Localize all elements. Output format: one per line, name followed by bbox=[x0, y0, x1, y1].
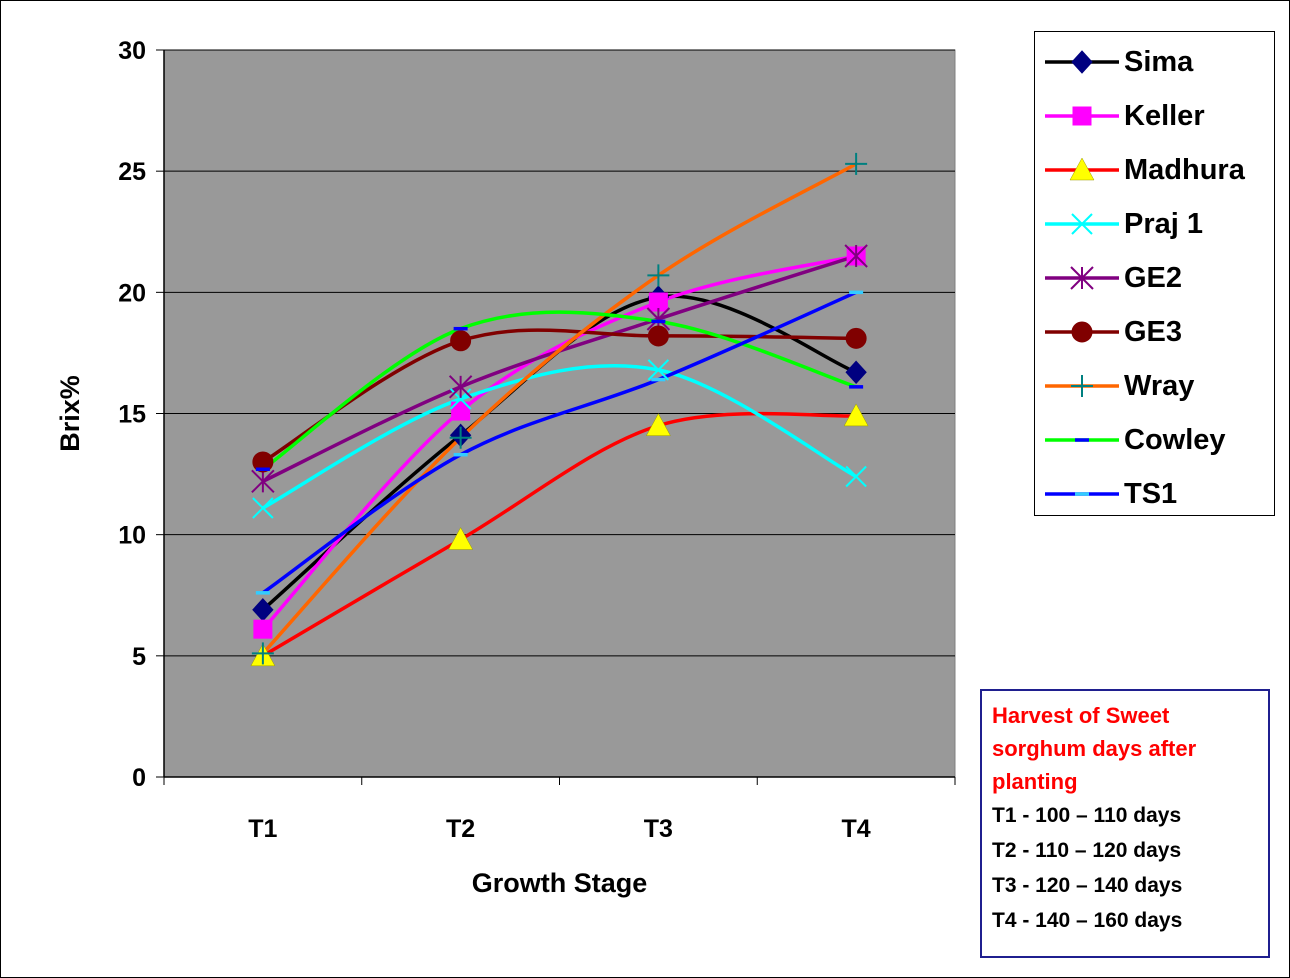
x-axis-title: Growth Stage bbox=[472, 868, 648, 898]
series-markers-ge3 bbox=[252, 325, 867, 473]
data-point-praj-1 bbox=[845, 465, 867, 488]
data-point-wray bbox=[251, 642, 274, 665]
legend-label: GE3 bbox=[1124, 316, 1183, 348]
legend-label: Praj 1 bbox=[1124, 208, 1203, 240]
legend-label: GE2 bbox=[1124, 262, 1183, 294]
data-point-ge3 bbox=[252, 451, 274, 473]
legend-marker bbox=[1071, 375, 1093, 397]
series-line-praj-1 bbox=[262, 363, 857, 510]
y-tick-label: 0 bbox=[132, 764, 146, 792]
data-point-wray bbox=[845, 152, 868, 175]
legend-marker bbox=[1072, 106, 1092, 126]
data-point-praj-1 bbox=[252, 497, 274, 519]
y-tick-label: 30 bbox=[118, 37, 146, 65]
legend-entry-cowley: Cowley bbox=[1035, 420, 1275, 460]
legend-marker bbox=[1071, 213, 1093, 235]
y-tick-label: 10 bbox=[118, 522, 146, 550]
series-markers-wray bbox=[251, 152, 868, 665]
x-tick-label: T3 bbox=[644, 815, 673, 843]
series-line-wray bbox=[261, 162, 857, 655]
legend-entry-wray: Wray bbox=[1035, 366, 1275, 406]
harvest-note-line-t1: T1 - 100 – 110 days bbox=[992, 804, 1182, 827]
series-markers-cowley bbox=[255, 319, 864, 471]
series-markers-ge2 bbox=[251, 244, 868, 494]
data-point-keller bbox=[253, 619, 273, 639]
legend-marker bbox=[1070, 266, 1094, 290]
y-tick-label: 5 bbox=[132, 643, 146, 671]
legend-entry-madhura: Madhura bbox=[1035, 150, 1275, 190]
legend-swatch-wray bbox=[1045, 375, 1119, 397]
harvest-note-title: Harvest of Sweet sorghum days after plan… bbox=[992, 703, 1197, 794]
x-tick-label: T4 bbox=[842, 815, 871, 843]
data-point-ge2 bbox=[448, 375, 473, 399]
data-point-keller bbox=[451, 401, 471, 421]
legend-swatch-sima bbox=[1045, 50, 1119, 74]
legend: Sima Keller Madhura Praj 1 GE2 GE3 Wray Cowley T… bbox=[1034, 31, 1275, 516]
legend-swatch-cowley bbox=[1045, 438, 1119, 442]
legend-label: Cowley bbox=[1124, 424, 1226, 456]
legend-swatch-praj-1 bbox=[1045, 213, 1119, 235]
x-tick-label: T1 bbox=[248, 815, 277, 843]
y-tick-label: 15 bbox=[118, 401, 146, 429]
legend-entry-ge2: GE2 bbox=[1035, 258, 1275, 298]
legend-swatch-madhura bbox=[1045, 157, 1119, 181]
legend-entry-keller: Keller bbox=[1035, 96, 1275, 136]
legend-marker bbox=[1069, 157, 1095, 181]
legend-entry-praj-1: Praj 1 bbox=[1035, 204, 1275, 244]
legend-label: Madhura bbox=[1124, 154, 1245, 186]
legend-swatch-ge2 bbox=[1045, 266, 1119, 290]
harvest-note-box: Harvest of Sweet sorghum days after plan… bbox=[980, 689, 1270, 958]
legend-label: Sima bbox=[1124, 46, 1194, 78]
data-point-madhura bbox=[448, 526, 474, 550]
data-point-sima bbox=[845, 360, 867, 385]
data-point-madhura bbox=[843, 403, 869, 427]
series-line-cowley bbox=[261, 310, 857, 471]
y-tick-label: 25 bbox=[118, 158, 146, 186]
data-point-ge3 bbox=[450, 330, 472, 352]
harvest-note-line-t4: T4 - 140 – 160 days bbox=[992, 909, 1183, 932]
legend-label: TS1 bbox=[1124, 478, 1178, 510]
data-point-ge2 bbox=[251, 469, 275, 494]
data-point-ge3 bbox=[647, 325, 669, 347]
series-line-ts1 bbox=[261, 290, 857, 595]
harvest-note-line-t3: T3 - 120 – 140 days bbox=[992, 874, 1183, 897]
legend-swatch-ts1 bbox=[1045, 492, 1119, 496]
x-tick-label: T2 bbox=[446, 815, 475, 843]
legend-swatch-keller bbox=[1045, 106, 1119, 126]
legend-swatch-ge3 bbox=[1045, 321, 1119, 343]
legend-entry-sima: Sima bbox=[1035, 42, 1275, 82]
legend-entry-ge3: GE3 bbox=[1035, 312, 1275, 352]
y-tick-label: 20 bbox=[118, 279, 146, 307]
series-line-madhura bbox=[261, 411, 857, 658]
data-point-madhura bbox=[645, 413, 671, 436]
legend-label: Keller bbox=[1124, 100, 1205, 132]
legend-label: Wray bbox=[1124, 370, 1195, 402]
data-point-ge3 bbox=[845, 327, 867, 349]
legend-marker bbox=[1071, 321, 1093, 343]
data-point-wray bbox=[449, 426, 472, 449]
harvest-note-line-t2: T2 - 110 – 120 days bbox=[992, 839, 1182, 862]
data-point-wray bbox=[647, 264, 670, 287]
data-point-praj-1 bbox=[647, 359, 670, 381]
legend-marker bbox=[1071, 50, 1093, 74]
series-markers-ts1 bbox=[255, 290, 864, 595]
legend-entry-ts1: TS1 bbox=[1035, 474, 1275, 514]
y-axis-title: Brix% bbox=[55, 375, 85, 452]
data-point-ge2 bbox=[844, 244, 868, 268]
